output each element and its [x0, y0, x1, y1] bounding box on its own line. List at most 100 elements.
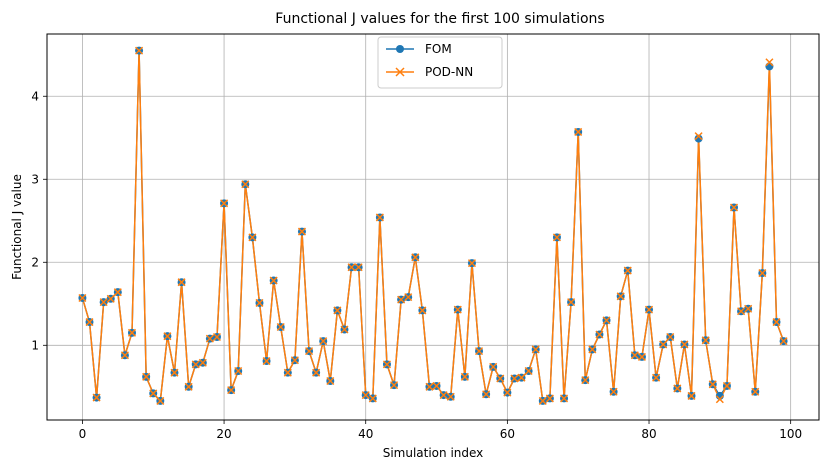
pod-nn-point: [467, 259, 476, 268]
pod-nn-point: [779, 337, 788, 346]
pod-nn-point: [503, 388, 512, 397]
pod-nn-point: [312, 368, 321, 377]
pod-nn-point: [297, 227, 307, 236]
pod-nn-point: [305, 347, 314, 356]
pod-nn-point: [156, 396, 165, 405]
pod-nn-point: [390, 381, 399, 390]
pod-nn-point: [439, 391, 448, 400]
pod-nn-point: [616, 292, 625, 301]
pod-nn-point: [113, 288, 122, 297]
pod-nn-point: [609, 387, 618, 396]
legend-podnn-label: POD-NN: [425, 65, 473, 79]
pod-nn-point: [85, 318, 94, 327]
pod-nn-point: [106, 294, 115, 303]
pod-nn-point: [120, 351, 129, 360]
pod-nn-point: [559, 394, 569, 403]
pod-nn-point: [127, 328, 137, 337]
pod-nn-point: [347, 263, 356, 272]
pod-nn-point: [708, 380, 717, 389]
y-tick-label: 4: [31, 89, 39, 103]
x-axis: 0 20 40 60 80 100: [79, 420, 802, 441]
pod-nn-point: [496, 374, 505, 383]
y-tick-label: 2: [31, 255, 39, 269]
pod-nn-point: [397, 295, 406, 304]
pod-nn-point: [198, 358, 207, 367]
pod-nn-point: [524, 366, 533, 376]
y-tick-label: 1: [31, 338, 39, 352]
pod-nn-point: [142, 372, 151, 381]
pod-nn-point: [531, 345, 540, 354]
pod-nn-point: [715, 395, 724, 404]
pod-nn-point: [602, 316, 611, 325]
pod-nn-point: [425, 382, 434, 391]
pod-nn-point: [680, 340, 689, 349]
pod-nn-point: [333, 306, 342, 315]
fom-point: [765, 62, 774, 71]
pod-nn-point: [234, 366, 243, 376]
pod-nn-point: [163, 332, 172, 341]
pod-nn-point: [375, 213, 384, 222]
legend: FOM POD-NN: [377, 36, 503, 89]
pod-nn-point: [269, 276, 278, 285]
legend-podnn-marker: [395, 67, 405, 77]
pod-nn-point: [319, 337, 328, 346]
pod-nn-point: [248, 233, 257, 242]
pod-nn-point: [453, 305, 462, 314]
legend-fom-label: FOM: [425, 42, 452, 56]
pod-nn-point: [411, 253, 420, 262]
series-markers: [78, 46, 788, 405]
x-tick-label: 80: [641, 427, 656, 441]
pod-nn-point: [135, 46, 144, 55]
pod-nn-point: [78, 293, 87, 303]
pod-nn-point: [595, 330, 604, 339]
pod-nn-point: [326, 376, 335, 386]
pod-nn-point: [432, 381, 441, 390]
y-axis-label: Functional J value: [10, 174, 24, 280]
y-axis: 1 2 3 4: [31, 89, 47, 352]
pod-nn-point: [588, 345, 597, 354]
pod-nn-point: [574, 127, 583, 136]
pod-nn-point: [149, 389, 158, 398]
pod-nn-point: [354, 263, 363, 272]
x-tick-label: 60: [500, 427, 515, 441]
pod-nn-point: [737, 307, 746, 316]
pod-nn-point: [361, 391, 370, 400]
pod-nn-point: [404, 293, 413, 302]
pod-nn-point: [765, 58, 774, 67]
pod-nn-point: [510, 374, 519, 383]
x-tick-label: 0: [79, 427, 87, 441]
pod-nn-point: [170, 368, 179, 377]
y-tick-label: 3: [31, 172, 39, 186]
grid: [47, 34, 819, 420]
pod-nn-point: [673, 384, 682, 393]
x-tick-label: 40: [358, 427, 373, 441]
pod-nn-point: [694, 132, 703, 141]
pod-nn-point: [290, 356, 299, 365]
pod-nn-point: [283, 368, 292, 377]
pod-nn-point: [637, 352, 646, 361]
x-tick-label: 100: [779, 427, 802, 441]
plot-frame: [46, 33, 820, 421]
pod-nn-point: [92, 393, 101, 402]
pod-nn-point: [255, 298, 264, 307]
pod-nn-point: [652, 373, 661, 382]
pod-nn-point: [659, 340, 668, 349]
pod-nn-point: [751, 387, 760, 396]
pod-nn-point: [418, 306, 427, 315]
pod-nn-point: [644, 305, 654, 314]
pod-nn-point: [744, 304, 753, 313]
pod-nn-point: [623, 266, 632, 275]
pod-nn-point: [191, 360, 200, 369]
pod-nn-point: [630, 351, 639, 360]
pod-nn-point: [382, 360, 391, 369]
pod-nn-point: [538, 396, 547, 405]
pod-nn-point: [687, 391, 696, 400]
pod-nn-point: [475, 347, 484, 356]
pod-nn-point: [227, 386, 236, 395]
pod-nn-point: [722, 381, 731, 390]
pod-nn-point: [701, 336, 710, 345]
pod-nn-point: [552, 233, 561, 242]
chart-title: Functional J values for the first 100 si…: [275, 11, 604, 27]
pod-nn-point: [99, 298, 108, 307]
